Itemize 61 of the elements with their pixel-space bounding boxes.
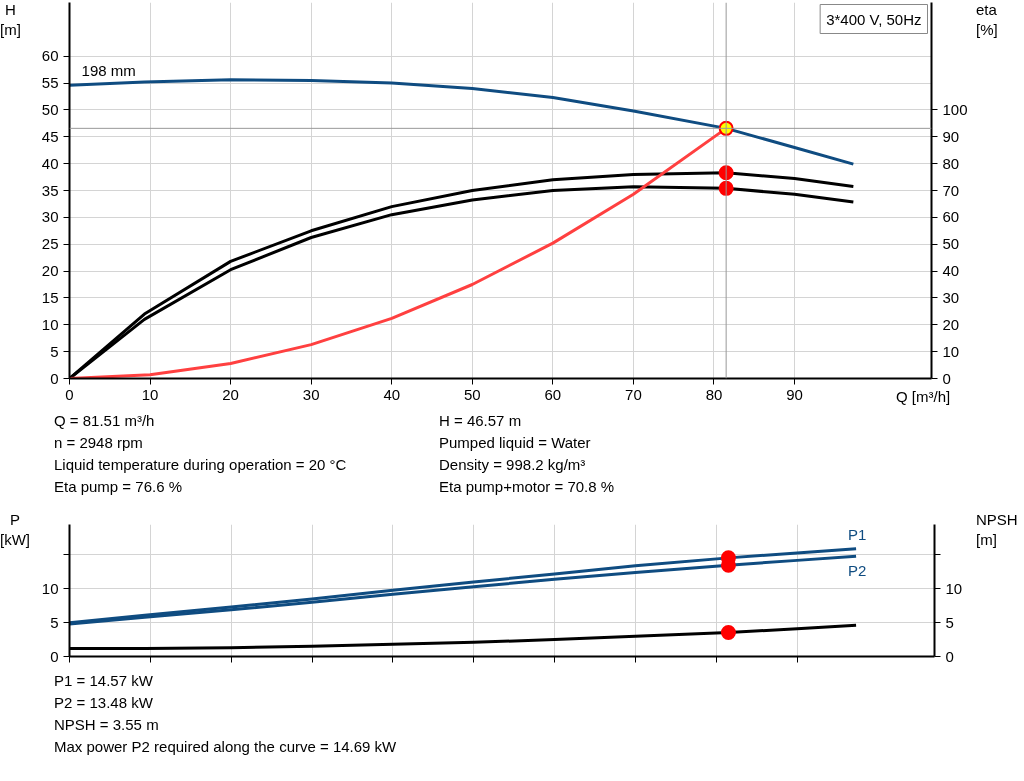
- y2-tick-label: 60: [942, 208, 960, 226]
- y2-axis-title: eta [%]: [975, 0, 999, 40]
- text: P2 = 13.48 kW: [54, 693, 154, 713]
- x-tick-label: 40: [383, 385, 401, 403]
- y-tick-label: 0: [50, 369, 59, 387]
- series-label: P1: [848, 525, 867, 543]
- y-tick-label: 35: [41, 181, 59, 199]
- y2-tick-label: 0: [942, 369, 951, 387]
- y-tick-label: 30: [41, 208, 59, 226]
- text: Liquid temperature during operation = 20 °C: [54, 455, 348, 475]
- y-tick-label: 55: [41, 74, 59, 92]
- y-tick-label: 50: [41, 100, 59, 118]
- x-tick-label: 90: [786, 385, 803, 403]
- y-tick-label: 25: [41, 235, 59, 253]
- y-tick-label: 15: [41, 288, 59, 306]
- text: 3*400 V, 50Hz: [826, 10, 922, 28]
- y2-tick-label: 50: [942, 235, 960, 253]
- y2-tick-label: 70: [942, 181, 960, 199]
- x-tick-label: 0: [65, 385, 74, 403]
- y2-tick-label: 0: [945, 647, 954, 665]
- x-tick-label: 30: [302, 385, 320, 403]
- y2-tick-label: 10: [942, 342, 960, 360]
- y-tick-label: 0: [50, 647, 59, 665]
- y2-axis-title: NPSH [m]: [975, 510, 1019, 550]
- x-tick-label: 20: [222, 385, 239, 403]
- series-label: P2: [848, 562, 867, 580]
- x-tick-label: 50: [463, 385, 481, 403]
- x-axis-title: Q [m³/h]: [896, 387, 951, 407]
- y2-tick-label: 40: [942, 262, 960, 280]
- text: Eta pump = 76.6 %: [54, 477, 183, 497]
- y2-tick-label: 10: [945, 579, 963, 597]
- y2-tick-label: 80: [942, 154, 960, 172]
- text: Q = 81.51 m³/h: [54, 411, 156, 431]
- x-tick-label: 60: [544, 385, 562, 403]
- y2-tick-label: 30: [942, 288, 960, 306]
- x-tick-label: 80: [705, 385, 723, 403]
- text: H = 46.57 m: [439, 411, 523, 431]
- text: P1 = 14.57 kW: [54, 671, 154, 691]
- y2-tick-label: 5: [945, 613, 954, 631]
- y-tick-label: 5: [50, 613, 59, 631]
- y-tick-label: 40: [41, 154, 59, 172]
- text: Max power P2 required along the curve = 14.69 kW: [54, 737, 398, 757]
- y-axis-title: P [kW]: [0, 510, 30, 550]
- text: Eta pump+motor = 70.8 %: [439, 477, 616, 497]
- x-tick-label: 70: [625, 385, 642, 403]
- y2-tick-label: 20: [942, 315, 960, 333]
- y2-tick-label: 90: [942, 127, 960, 145]
- y-tick-label: 10: [41, 579, 59, 597]
- y-axis-title: H [m]: [0, 0, 21, 40]
- y2-tick-label: 100: [942, 100, 968, 118]
- y-tick-label: 5: [50, 342, 59, 360]
- text: Density = 998.2 kg/m³: [439, 455, 587, 475]
- y-tick-label: 45: [41, 127, 59, 145]
- x-tick-label: 10: [141, 385, 159, 403]
- y-tick-label: 10: [41, 315, 59, 333]
- text: Pumped liquid = Water: [439, 433, 592, 453]
- y-tick-label: 20: [41, 262, 59, 280]
- text: n = 2948 rpm: [54, 433, 144, 453]
- text: NPSH = 3.55 m: [54, 715, 160, 735]
- annotation: 198 mm: [81, 62, 136, 80]
- y-tick-label: 60: [41, 47, 59, 65]
